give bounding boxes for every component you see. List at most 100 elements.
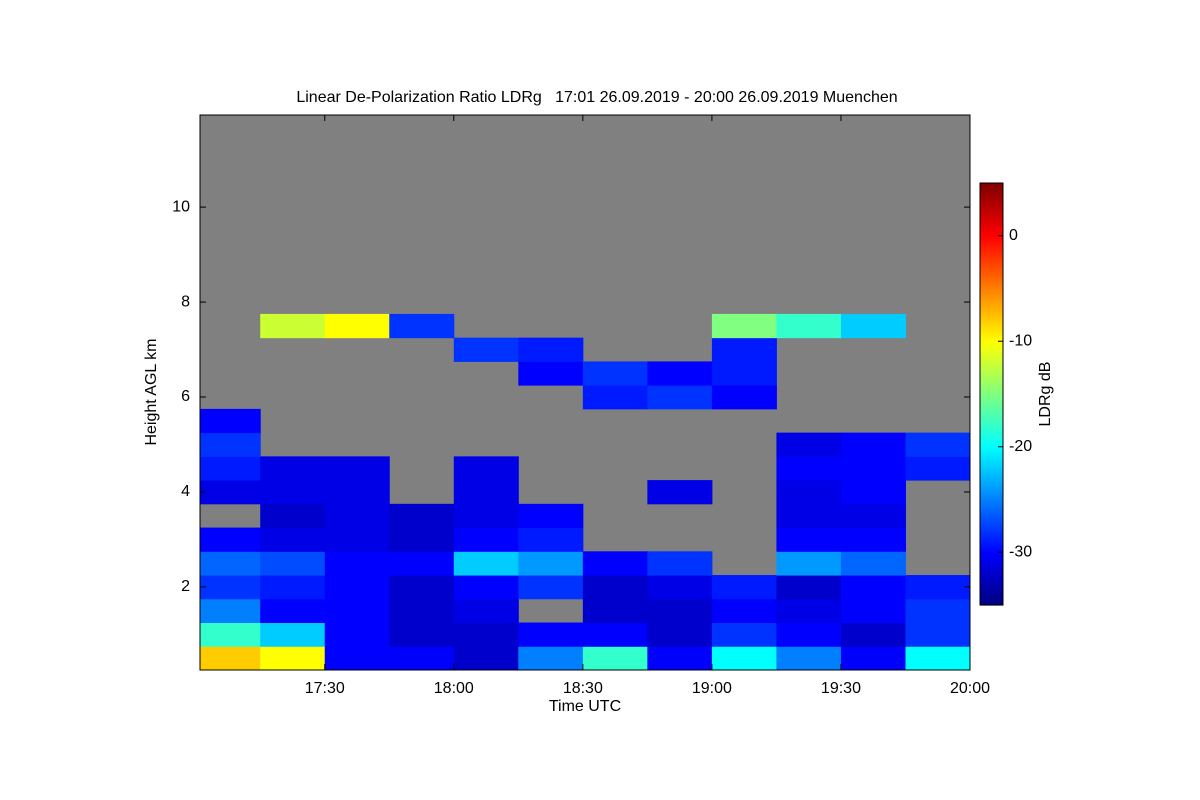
heatmap-cell (324, 527, 390, 552)
colorbar-segment (980, 440, 1003, 444)
colorbar-segment (980, 444, 1003, 448)
colorbar-segment (980, 227, 1003, 231)
colorbar-segment (980, 448, 1003, 452)
colorbar-segment (980, 408, 1003, 412)
colorbar-segment (980, 474, 1003, 477)
colorbar-segment (980, 586, 1003, 589)
colorbar-segment (980, 324, 1003, 328)
colorbar-segment (980, 463, 1003, 467)
colorbar-segment (980, 366, 1003, 370)
heatmap-cell (324, 313, 390, 339)
heatmap-cell (260, 313, 326, 339)
heatmap-cell (453, 598, 519, 624)
heatmap-cell (389, 646, 455, 671)
colorbar-segment (980, 225, 1003, 228)
heatmap-cell (324, 503, 390, 529)
colorbar-segment (980, 590, 1003, 593)
heatmap-cell (453, 480, 519, 505)
heatmap-cell (389, 551, 455, 576)
heatmap-cell (776, 575, 842, 600)
colorbar-segment (980, 434, 1003, 437)
colorbar-frame (979, 182, 1004, 606)
colorbar-segment (980, 524, 1003, 528)
colorbar-segment (980, 450, 1003, 454)
heatmap-cell (389, 313, 455, 339)
colorbar-segment (980, 459, 1003, 463)
y-tick-label: 4 (181, 483, 190, 500)
plot-frame (199, 114, 971, 671)
heatmap-cell (200, 622, 261, 647)
colorbar-segment (980, 362, 1003, 366)
heatmap-cell (582, 551, 648, 576)
heatmap-cell (582, 646, 648, 671)
heatmap-cell (647, 385, 713, 410)
heatmap-cell (582, 361, 648, 386)
colorbar-segment (980, 305, 1003, 309)
heatmap-cell (647, 480, 713, 505)
heatmap-cell (840, 456, 906, 481)
heatmap-cell (711, 575, 777, 600)
colorbar-segment (980, 588, 1003, 591)
heatmap-cell (453, 503, 519, 529)
colorbar-label: LDRg dB (1037, 362, 1054, 427)
colorbar-segment (980, 320, 1003, 323)
heatmap-cell (776, 598, 842, 624)
colorbar-segment (980, 239, 1003, 243)
heatmap-cell (200, 432, 261, 457)
colorbar-segment (980, 337, 1003, 340)
colorbar-segment (980, 258, 1003, 262)
colorbar-segment (980, 476, 1003, 479)
colorbar-segment (980, 533, 1003, 536)
colorbar-segment (980, 602, 1003, 606)
colorbar-segment (980, 573, 1003, 577)
colorbar-segment (980, 372, 1003, 376)
heatmap-cell (905, 575, 971, 600)
colorbar-segment (980, 564, 1003, 568)
colorbar-segment (980, 425, 1003, 429)
colorbar-segment (980, 497, 1003, 501)
heatmap-cell (647, 598, 713, 624)
heatmap-cell (518, 646, 584, 671)
colorbar-segment (980, 446, 1003, 450)
heatmap-cell (324, 456, 390, 481)
colorbar-segment (980, 465, 1003, 469)
colorbar-segment (980, 273, 1003, 277)
heatmap-cell (776, 313, 842, 339)
colorbar-segment (980, 537, 1003, 541)
colorbar-segment (980, 560, 1003, 564)
colorbar-segment (980, 469, 1003, 473)
heatmap-cell (840, 598, 906, 624)
heatmap-cell (776, 527, 842, 552)
y-tick-label: 8 (181, 293, 190, 310)
heatmap-cell (518, 575, 584, 600)
heatmap-cell (840, 432, 906, 457)
colorbar-segment (980, 383, 1003, 387)
colorbar-segment (980, 233, 1003, 237)
colorbar-segment (980, 417, 1003, 420)
colorbar-segment (980, 307, 1003, 311)
colorbar-segment (980, 522, 1003, 526)
y-axis-label: Height AGL km (143, 338, 160, 445)
heatmap-cell (453, 575, 519, 600)
colorbar-segment (980, 396, 1003, 399)
heatmap-cell (905, 646, 971, 671)
colorbar-segment (980, 231, 1003, 235)
colorbar-segment (980, 526, 1003, 530)
colorbar-segment (980, 569, 1003, 572)
heatmap-cell (711, 598, 777, 624)
x-tick-label: 19:00 (692, 680, 732, 697)
colorbar-segment (980, 250, 1003, 254)
heatmap-cell (200, 646, 261, 671)
heatmap-cell (776, 622, 842, 647)
colorbar-segment (980, 391, 1003, 395)
colorbar-segment (980, 229, 1003, 233)
colorbar-segment (980, 596, 1003, 600)
heatmap-cell (389, 527, 455, 552)
y-tick-label: 10 (172, 198, 190, 215)
colorbar-tick-label: -10 (1009, 332, 1032, 349)
colorbar-segment (980, 223, 1003, 226)
heatmap-cell (711, 646, 777, 671)
heatmap-cell (324, 622, 390, 647)
colorbar-segment (980, 370, 1003, 374)
heatmap-cell (518, 622, 584, 647)
